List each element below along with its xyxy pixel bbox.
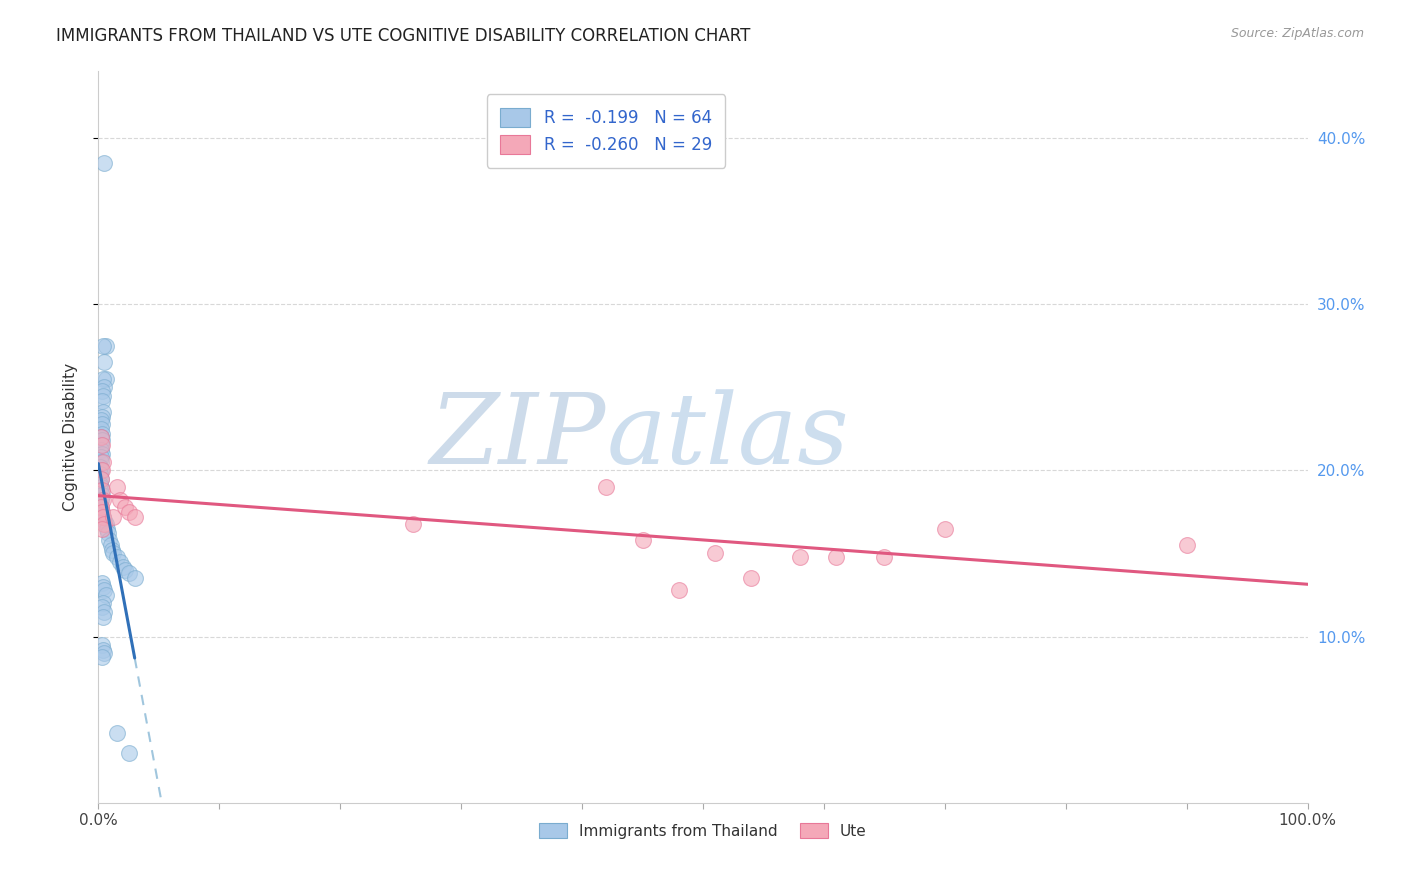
- Point: [90, 413, 112, 427]
- Point: [124, 509, 146, 524]
- Text: ZIP: ZIP: [430, 390, 606, 484]
- Y-axis label: Cognitive Disability: Cognitive Disability: [63, 363, 77, 511]
- Point: [100, 538, 122, 552]
- Text: Source: ZipAtlas.com: Source: ZipAtlas.com: [1230, 27, 1364, 40]
- Point: [91, 384, 114, 398]
- Point: [90, 493, 112, 508]
- Text: atlas: atlas: [606, 390, 849, 484]
- Point: [91, 434, 114, 448]
- Text: IMMIGRANTS FROM THAILAND VS UTE COGNITIVE DISABILITY CORRELATION CHART: IMMIGRANTS FROM THAILAND VS UTE COGNITIV…: [56, 27, 751, 45]
- Point: [91, 576, 114, 591]
- Point: [934, 521, 956, 535]
- Point: [90, 430, 112, 444]
- Point: [91, 493, 114, 508]
- Point: [789, 549, 811, 564]
- Point: [91, 599, 114, 614]
- Point: [91, 505, 114, 519]
- Point: [90, 472, 112, 486]
- Point: [595, 480, 617, 494]
- Point: [90, 438, 112, 452]
- Point: [873, 549, 896, 564]
- Point: [91, 509, 114, 524]
- Point: [91, 609, 114, 624]
- Point: [93, 605, 115, 619]
- Point: [91, 388, 114, 402]
- Point: [91, 455, 114, 469]
- Point: [89, 467, 111, 481]
- Point: [740, 571, 762, 585]
- Point: [105, 480, 128, 494]
- Point: [631, 533, 654, 548]
- Point: [91, 405, 114, 419]
- Point: [118, 505, 141, 519]
- Point: [90, 422, 112, 436]
- Point: [90, 500, 112, 514]
- Point: [91, 438, 114, 452]
- Point: [91, 483, 114, 498]
- Point: [90, 443, 112, 458]
- Point: [93, 380, 115, 394]
- Point: [93, 513, 115, 527]
- Point: [89, 483, 111, 498]
- Point: [98, 533, 121, 548]
- Point: [94, 516, 117, 531]
- Point: [704, 546, 727, 560]
- Point: [89, 460, 111, 475]
- Point: [91, 521, 114, 535]
- Point: [91, 417, 114, 431]
- Point: [89, 497, 111, 511]
- Point: [91, 426, 114, 441]
- Point: [93, 582, 115, 597]
- Point: [91, 505, 114, 519]
- Point: [114, 563, 136, 577]
- Point: [91, 638, 114, 652]
- Point: [93, 516, 115, 531]
- Point: [91, 393, 114, 408]
- Point: [90, 430, 112, 444]
- Point: [97, 526, 120, 541]
- Point: [91, 338, 114, 352]
- Point: [93, 646, 115, 660]
- Point: [105, 726, 128, 740]
- Point: [90, 480, 112, 494]
- Point: [101, 546, 124, 560]
- Point: [90, 463, 112, 477]
- Point: [668, 582, 690, 597]
- Point: [91, 580, 114, 594]
- Point: [93, 155, 115, 169]
- Point: [91, 649, 114, 664]
- Point: [89, 476, 111, 491]
- Point: [114, 500, 136, 514]
- Point: [91, 410, 114, 425]
- Point: [108, 555, 131, 569]
- Point: [90, 450, 112, 464]
- Point: [100, 543, 122, 558]
- Point: [96, 521, 118, 535]
- Point: [94, 588, 117, 602]
- Point: [105, 549, 128, 564]
- Legend: Immigrants from Thailand, Ute: Immigrants from Thailand, Ute: [531, 815, 875, 847]
- Point: [118, 566, 141, 581]
- Point: [1175, 538, 1198, 552]
- Point: [402, 516, 425, 531]
- Point: [91, 447, 114, 461]
- Point: [90, 500, 112, 514]
- Point: [94, 372, 117, 386]
- Point: [91, 463, 114, 477]
- Point: [101, 509, 124, 524]
- Point: [825, 549, 848, 564]
- Point: [111, 559, 134, 574]
- Point: [91, 596, 114, 610]
- Point: [91, 643, 114, 657]
- Point: [118, 746, 141, 760]
- Point: [108, 493, 131, 508]
- Point: [124, 571, 146, 585]
- Point: [91, 509, 114, 524]
- Point: [91, 372, 114, 386]
- Point: [90, 472, 112, 486]
- Point: [94, 338, 117, 352]
- Point: [90, 455, 112, 469]
- Point: [91, 488, 114, 502]
- Point: [93, 355, 115, 369]
